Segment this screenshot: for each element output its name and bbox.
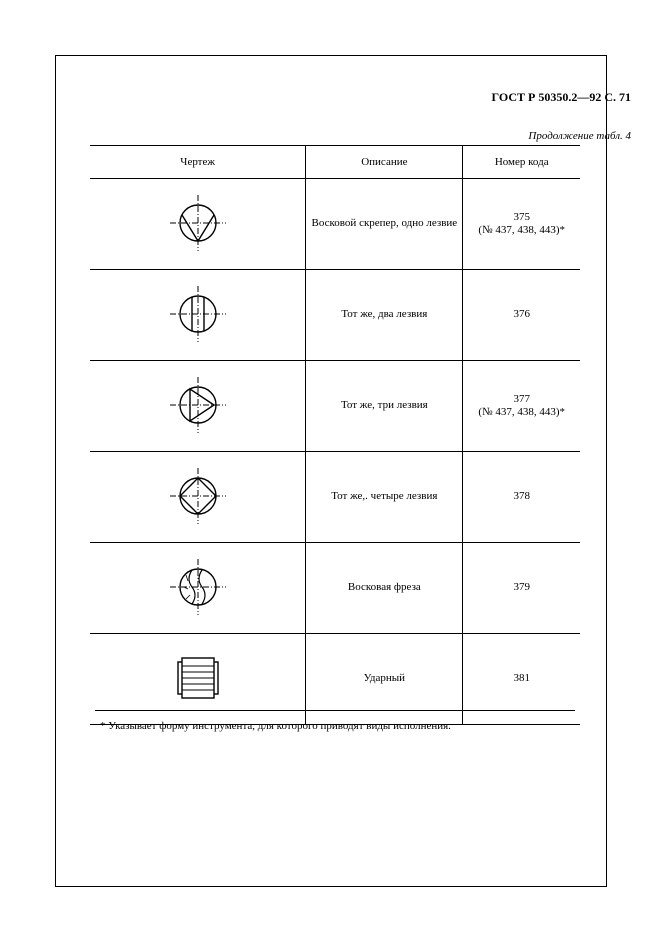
scraper-four-blade-icon: [168, 466, 228, 526]
wax-mill-icon: [168, 557, 228, 617]
footnote-text: * Указывает форму инструмента, для котор…: [100, 720, 570, 732]
code-cell: 379: [463, 543, 580, 634]
code-cell: 375(№ 437, 438, 443)*: [463, 179, 580, 270]
description-cell: Тот же, три лезвия: [306, 361, 463, 452]
scraper-one-blade-icon: [168, 193, 228, 253]
impact-tool-icon: [168, 648, 228, 708]
scraper-three-blade-icon: [168, 375, 228, 435]
code-cell: 377(№ 437, 438, 443)*: [463, 361, 580, 452]
table-caption: Продолжение табл. 4: [528, 130, 631, 142]
figure-cell: [90, 270, 306, 361]
col-header-description: Описание: [306, 146, 463, 179]
table-row: Тот же,. четыре лезвия 378: [90, 452, 580, 543]
table-header-row: Чертеж Описание Номер кода: [90, 146, 580, 179]
table-row: Тот же, два лезвия 376: [90, 270, 580, 361]
description-cell: Восковой скрепер, одно лезвие: [306, 179, 463, 270]
figure-cell: [90, 361, 306, 452]
code-cell: 378: [463, 452, 580, 543]
description-cell: Тот же, два лезвия: [306, 270, 463, 361]
figure-cell: [90, 543, 306, 634]
col-header-code: Номер кода: [463, 146, 580, 179]
col-header-drawing: Чертеж: [90, 146, 306, 179]
footnote-rule: [95, 710, 575, 711]
table-row: Тот же, три лезвия 377(№ 437, 438, 443)*: [90, 361, 580, 452]
figure-cell: [90, 452, 306, 543]
document-header: ГОСТ Р 50350.2—92 С. 71: [492, 90, 631, 105]
scraper-two-blade-icon: [168, 284, 228, 344]
description-cell: Восковая фреза: [306, 543, 463, 634]
table-row: Восковая фреза 379: [90, 543, 580, 634]
description-cell: Тот же,. четыре лезвия: [306, 452, 463, 543]
figure-cell: [90, 179, 306, 270]
instrument-table: Чертеж Описание Номер кода Восковой скре…: [90, 145, 580, 725]
table-row: Восковой скрепер, одно лезвие 375(№ 437,…: [90, 179, 580, 270]
code-cell: 376: [463, 270, 580, 361]
